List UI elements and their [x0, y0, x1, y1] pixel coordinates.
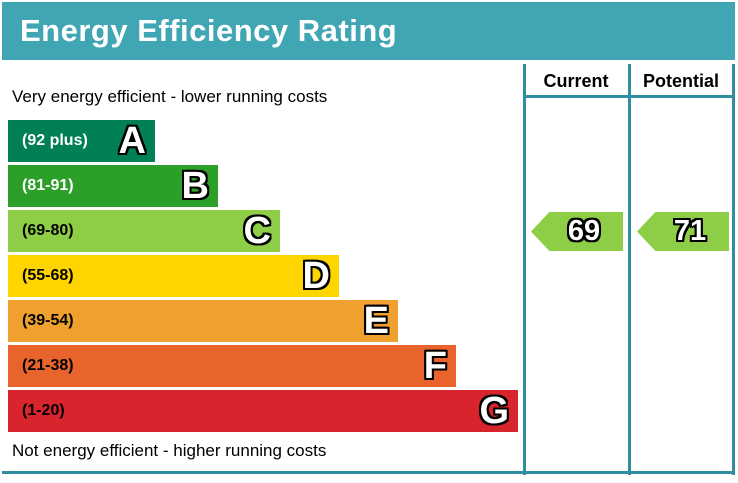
band-e-range: (39-54) — [22, 312, 74, 329]
band-d: (55-68) D — [8, 255, 339, 297]
band-e: (39-54) E — [8, 300, 398, 342]
band-f-letter: F — [423, 345, 447, 387]
band-g-letter: G — [479, 390, 509, 432]
band-c: (69-80) C — [8, 210, 280, 252]
potential-rating-arrow: 71 — [637, 212, 729, 251]
page-title: Energy Efficiency Rating — [20, 13, 398, 48]
table-border-bottom — [2, 471, 735, 474]
column-header-potential: Potential — [642, 71, 719, 91]
header-underline — [523, 95, 735, 98]
band-g: (1-20) G — [8, 390, 518, 432]
band-a-range: (92 plus) — [22, 132, 88, 149]
band-b: (81-91) B — [8, 165, 218, 207]
band-c-range: (69-80) — [22, 222, 74, 239]
band-c-letter: C — [243, 210, 271, 252]
band-f: (21-38) F — [8, 345, 456, 387]
band-d-range: (55-68) — [22, 267, 74, 284]
bottom-note: Not energy efficient - higher running co… — [12, 441, 327, 460]
column-header-current: Current — [543, 71, 609, 91]
band-b-letter: B — [181, 165, 209, 207]
band-b-range: (81-91) — [22, 177, 74, 194]
top-note: Very energy efficient - lower running co… — [12, 87, 328, 106]
table-border-middle — [628, 64, 631, 475]
band-d-letter: D — [302, 255, 330, 297]
band-f-range: (21-38) — [22, 357, 74, 374]
table-border-left — [523, 64, 526, 475]
current-rating-arrow: 69 — [531, 212, 623, 251]
band-a: (92 plus) A — [8, 120, 155, 162]
current-rating-value: 69 — [567, 215, 601, 247]
band-e-letter: E — [363, 300, 389, 342]
title-bar: Energy Efficiency Rating — [2, 2, 735, 60]
band-g-range: (1-20) — [22, 402, 65, 419]
table-border-right — [732, 64, 735, 475]
band-a-letter: A — [118, 120, 146, 162]
potential-rating-value: 71 — [673, 215, 707, 247]
